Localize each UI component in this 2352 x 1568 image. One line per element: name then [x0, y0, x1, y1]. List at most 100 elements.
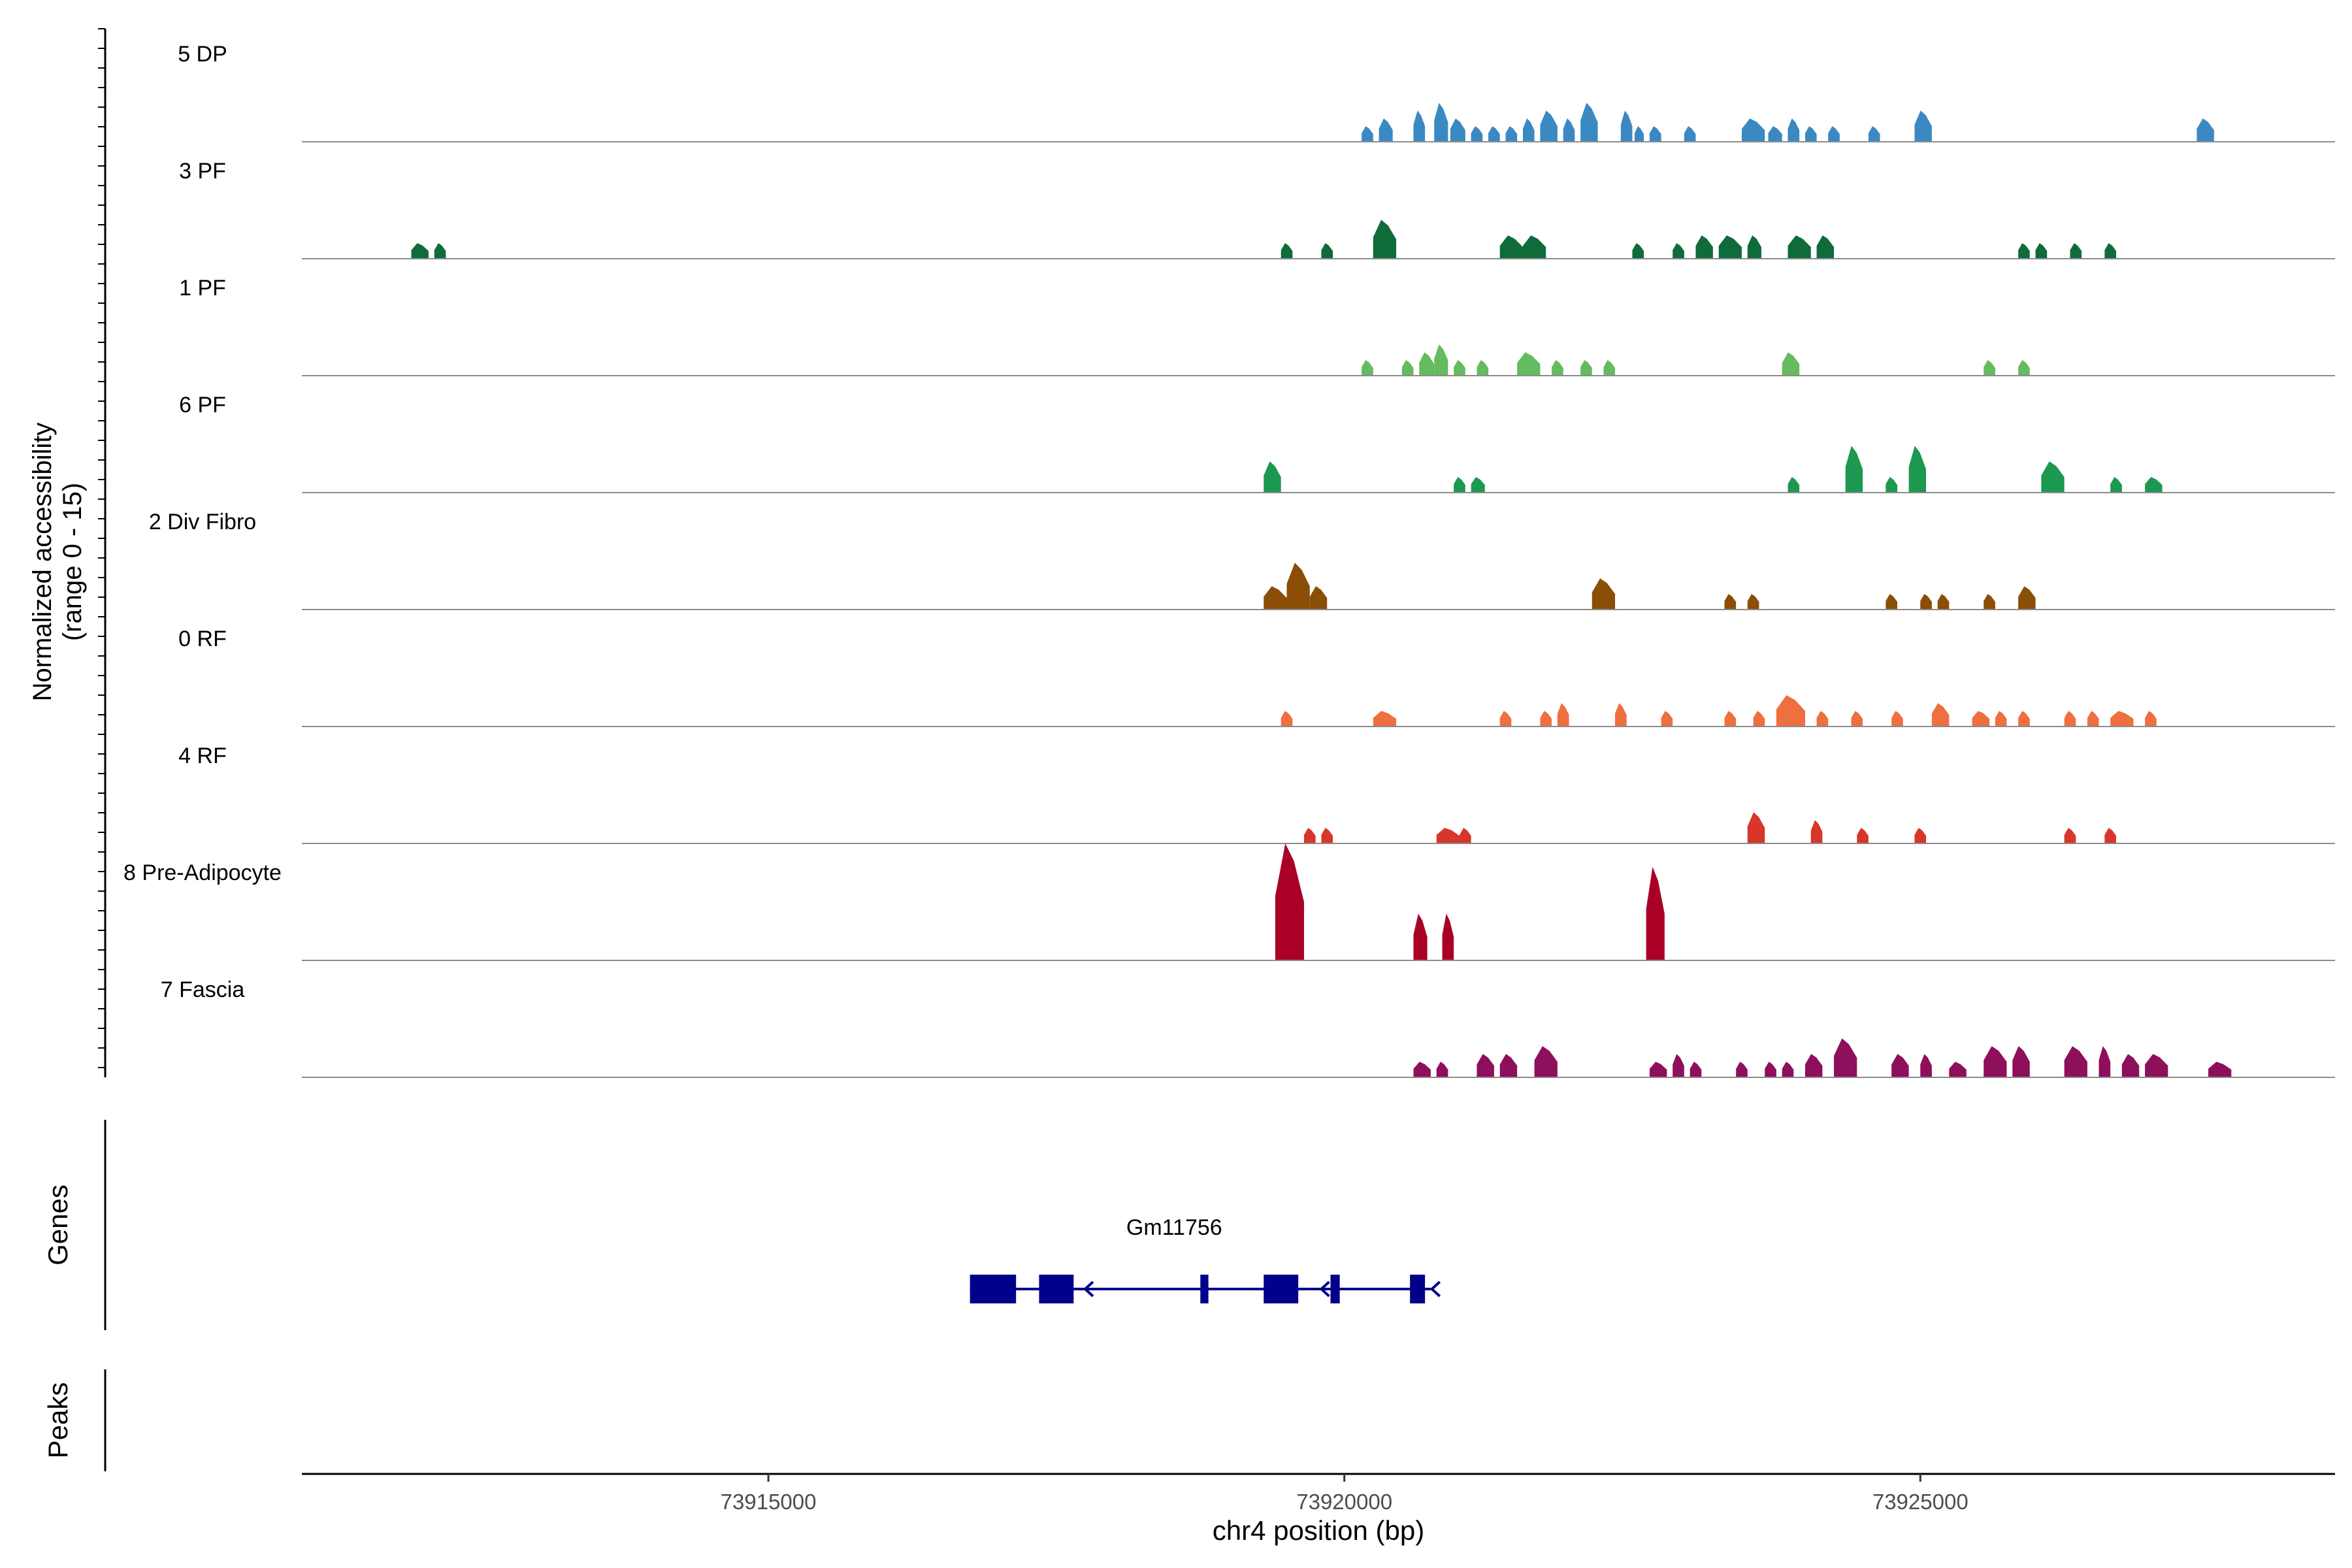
x-tick-label: 73920000 — [1296, 1490, 1392, 1514]
x-tick-label: 73915000 — [721, 1490, 817, 1514]
coverage-peak — [1615, 703, 1627, 727]
coverage-peak — [1434, 344, 1448, 376]
coverage-peak — [1920, 594, 1932, 610]
gene-exon — [1200, 1275, 1209, 1303]
coverage-peak — [1788, 477, 1800, 493]
coverage-peak — [1805, 1054, 1823, 1077]
coverage-peak — [1920, 1054, 1932, 1077]
coverage-peak — [1765, 1062, 1776, 1077]
peaks-panel-label: Peaks — [42, 1382, 73, 1459]
coverage-peak — [1275, 843, 1304, 960]
coverage-peak — [1845, 446, 1863, 493]
coverage-peak — [1805, 126, 1817, 142]
coverage-peak — [2110, 477, 2122, 493]
coverage-peak — [1646, 866, 1665, 960]
coverage-peak — [1690, 1062, 1702, 1077]
coverage-peak — [1499, 1054, 1518, 1077]
genes-panel-label: Genes — [42, 1184, 73, 1266]
coverage-peak — [1580, 360, 1592, 376]
coverage-peak — [1436, 1062, 1448, 1077]
coverage-peak — [1434, 103, 1448, 142]
coverage-peak — [1891, 711, 1903, 727]
track-5-dp: 5 DP — [178, 42, 2335, 142]
coverage-peak — [1321, 243, 1333, 259]
coverage-peak — [1724, 594, 1737, 610]
coverage-peak — [1718, 235, 1742, 259]
coverage-peak — [1499, 711, 1512, 727]
y-axis-title: Normalized accessibility(range 0 - 15) — [28, 423, 87, 702]
coverage-peak — [2104, 828, 2116, 843]
x-axis-title: chr4 position (bp) — [1213, 1515, 1425, 1546]
coverage-peak — [1477, 360, 1489, 376]
coverage-peak — [1362, 126, 1373, 142]
coverage-peak — [2018, 711, 2030, 727]
coverage-peak — [1477, 1054, 1494, 1077]
track-8-pre-adipocyte: 8 Pre-Adipocyte — [123, 843, 2335, 961]
coverage-peak — [2145, 1054, 2168, 1077]
coverage-peak — [1972, 711, 1990, 727]
coverage-peak — [1540, 110, 1558, 142]
gene-exon — [1264, 1275, 1299, 1303]
x-tick-label: 73925000 — [1872, 1490, 1968, 1514]
coverage-peak — [1868, 126, 1880, 142]
x-axis: 73915000 73920000 73925000 — [302, 1473, 2335, 1514]
gene-exon — [1039, 1275, 1074, 1303]
coverage-peak — [2110, 711, 2134, 727]
coverage-peak — [2064, 1046, 2087, 1077]
coverage-peak — [1557, 703, 1569, 727]
coverage-tracks: 5 DP 3 PF 1 PF 6 PF 2 Div Fibro 0 RF 4 RF 8 Pre… — [123, 42, 2335, 1078]
coverage-peak — [1442, 913, 1454, 960]
coverage-peak — [1914, 828, 1927, 843]
gene-exon — [1410, 1275, 1426, 1303]
coverage-peak — [1534, 1046, 1558, 1077]
coverage-peak — [1782, 352, 1800, 376]
coverage-peak — [2041, 461, 2065, 493]
coverage-peak — [1401, 360, 1414, 376]
coverage-peak — [1373, 711, 1397, 727]
coverage-peak — [2145, 477, 2163, 493]
coverage-peak — [1736, 1062, 1748, 1077]
genes-panel: Genes Gm11756 — [42, 1120, 1441, 1330]
coverage-peak — [411, 243, 429, 259]
coverage-peak — [1419, 352, 1435, 376]
coverage-peak — [2064, 711, 2076, 727]
coverage-peak — [2099, 1046, 2111, 1077]
coverage-peak — [1499, 235, 1523, 259]
coverage-peak — [1632, 243, 1644, 259]
coverage-peak — [2018, 586, 2036, 610]
coverage-peak — [1886, 477, 1897, 493]
coverage-peak — [1488, 126, 1500, 142]
coverage-peak — [1753, 711, 1765, 727]
coverage-peak — [1321, 828, 1333, 843]
coverage-peak — [1788, 235, 1811, 259]
coverage-peak — [1413, 1062, 1431, 1077]
coverage-peak — [1724, 711, 1737, 727]
track-1-pf: 1 PF — [179, 276, 2335, 376]
coverage-peak — [1886, 594, 1897, 610]
coverage-peak — [1673, 1054, 1684, 1077]
coverage-peak — [1522, 118, 1535, 142]
coverage-peak — [2018, 243, 2030, 259]
coverage-peak — [1834, 1038, 1857, 1077]
track-label: 5 DP — [178, 42, 227, 67]
coverage-peak — [2145, 711, 2157, 727]
track-2-div-fibro: 2 Div Fibro — [149, 510, 2335, 610]
coverage-peak — [1281, 711, 1293, 727]
coverage-peak — [1603, 360, 1616, 376]
coverage-peak — [1517, 352, 1541, 376]
coverage-peak — [1436, 828, 1460, 843]
coverage-peak — [1857, 828, 1869, 843]
coverage-peak — [1788, 118, 1800, 142]
coverage-peak — [1580, 103, 1598, 142]
gene-strand-arrow — [1083, 1281, 1094, 1298]
y-axis — [98, 28, 106, 1077]
coverage-peak — [1362, 360, 1373, 376]
coverage-peak — [1768, 126, 1782, 142]
coverage-peak — [1620, 110, 1633, 142]
coverage-peak — [1459, 828, 1471, 843]
track-label: 3 PF — [179, 159, 226, 184]
coverage-peak — [1309, 586, 1328, 610]
coverage-peak — [2018, 360, 2030, 376]
coverage-peak — [2197, 118, 2214, 142]
gene-strand-arrow — [1319, 1281, 1330, 1298]
